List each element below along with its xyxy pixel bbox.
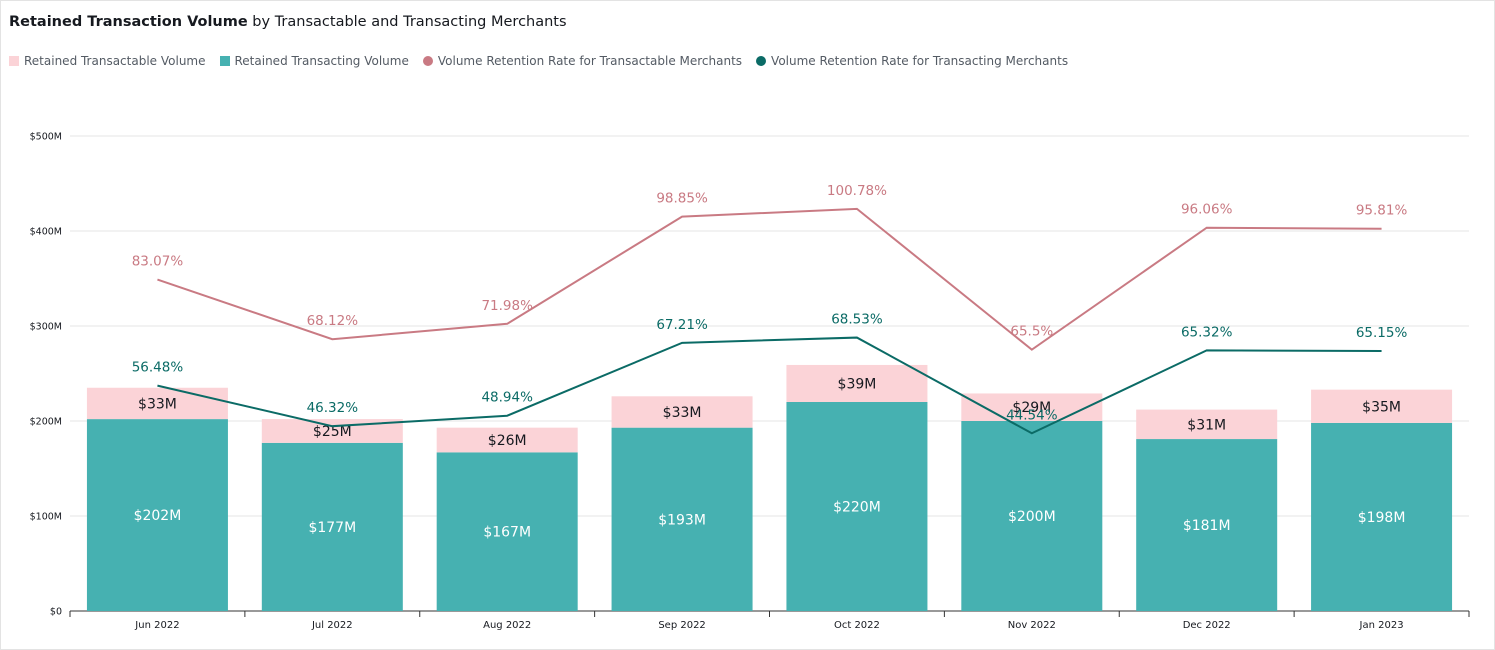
rate-label-transactable: 100.78% [827,183,887,199]
bar-transactable-volume [1136,409,1278,440]
y-tick-label: $100M [30,512,62,523]
rate-label-transactable: 71.98% [481,298,533,314]
y-tick-label: $300M [30,322,62,333]
rate-label-transacting: 56.48% [132,360,184,376]
bar-label-transactable-volume: $25M [313,424,352,440]
bar-label-transactable-volume: $39M [838,376,877,392]
bar-transactable-volume [786,364,928,402]
y-tick-label: $0 [50,607,62,618]
legend-item-transacting-volume[interactable]: Retained Transacting Volume [219,54,409,68]
x-tick-label: Dec 2022 [1183,620,1231,631]
legend-swatch-transactable-volume [9,56,19,66]
chart-legend[interactable]: Retained Transactable Volume Retained Tr… [9,54,1082,68]
chart-title-rest: by Transactable and Transacting Merchant… [247,14,567,30]
bar-label-transacting-volume: $193M [658,512,706,528]
bar-label-transactable-volume: $33M [138,396,177,412]
rate-label-transactable: 83.07% [132,254,184,270]
rate-label-transacting: 46.32% [307,400,359,416]
bar-transactable-volume [436,427,578,453]
bar-transactable-volume [1311,389,1453,423]
x-tick-label: Sep 2022 [658,620,705,631]
legend-swatch-transactable-rate [422,56,433,66]
chart-title-bold: Retained Transaction Volume [9,14,248,30]
bar-transacting-volume [1136,439,1278,611]
bar-label-transactable-volume: $33M [663,405,702,421]
bar-label-transactable-volume: $29M [1012,400,1051,416]
legend-swatch-transacting-volume [219,56,230,66]
x-tick-label: Aug 2022 [483,620,531,631]
rate-label-transactable: 68.12% [307,313,359,329]
bar-transacting-volume [961,421,1103,611]
bar-transacting-volume [1311,422,1453,611]
bar-transactable-volume [86,387,228,420]
x-tick-label: Jul 2022 [311,620,353,631]
bar-label-transactable-volume: $31M [1187,417,1226,433]
bar-label-transacting-volume: $220M [833,500,881,516]
bar-label-transactable-volume: $26M [488,433,527,449]
bar-label-transacting-volume: $198M [1358,510,1406,526]
bar-label-transacting-volume: $181M [1183,518,1231,534]
legend-swatch-transacting-rate [756,56,767,66]
y-tick-label: $500M [30,132,62,143]
x-tick-label: Oct 2022 [834,620,880,631]
x-tick-label: Jan 2023 [1359,620,1404,631]
bar-transacting-volume [436,452,578,611]
line-transactable-rate [157,207,1382,351]
bar-transacting-volume [86,419,228,611]
rate-label-transactable: 65.5% [1010,324,1053,340]
legend-item-transactable-rate[interactable]: Volume Retention Rate for Transactable M… [422,54,743,68]
rate-label-transactable: 96.06% [1181,202,1233,218]
rate-label-transacting: 44.54% [1006,407,1058,423]
y-tick-label: $200M [30,417,62,428]
rate-label-transacting: 67.21% [656,317,708,333]
bar-transactable-volume [611,396,753,428]
rate-label-transacting: 68.53% [831,312,883,328]
chart-title: Retained Transaction Volume by Transacta… [9,14,567,30]
bar-label-transacting-volume: $177M [308,520,356,536]
y-tick-label: $400M [30,227,62,238]
rate-label-transactable: 98.85% [656,191,708,207]
rate-label-transacting: 65.32% [1181,324,1233,340]
bar-transacting-volume [261,442,403,611]
rate-label-transacting: 48.94% [481,390,533,406]
legend-label-transactable-rate: Volume Retention Rate for Transactable M… [437,54,743,68]
legend-item-transacting-rate[interactable]: Volume Retention Rate for Transacting Me… [756,54,1068,68]
rate-label-transacting: 65.15% [1356,325,1408,341]
bar-transacting-volume [611,427,753,611]
x-tick-label: Nov 2022 [1008,620,1056,631]
legend-label-transactable-volume: Retained Transactable Volume [24,54,206,68]
legend-label-transacting-rate: Volume Retention Rate for Transacting Me… [771,54,1069,68]
line-transacting-rate [157,336,1382,435]
bar-label-transactable-volume: $35M [1362,399,1401,415]
legend-label-transacting-volume: Retained Transacting Volume [234,54,409,68]
bar-transacting-volume [786,402,928,611]
x-tick-label: Jun 2022 [134,620,179,631]
legend-item-transactable-volume[interactable]: Retained Transactable Volume [9,54,206,68]
rate-label-transactable: 95.81% [1356,203,1408,219]
bar-label-transacting-volume: $167M [483,525,531,541]
bar-label-transacting-volume: $200M [1008,509,1056,525]
bar-label-transacting-volume: $202M [134,508,182,524]
